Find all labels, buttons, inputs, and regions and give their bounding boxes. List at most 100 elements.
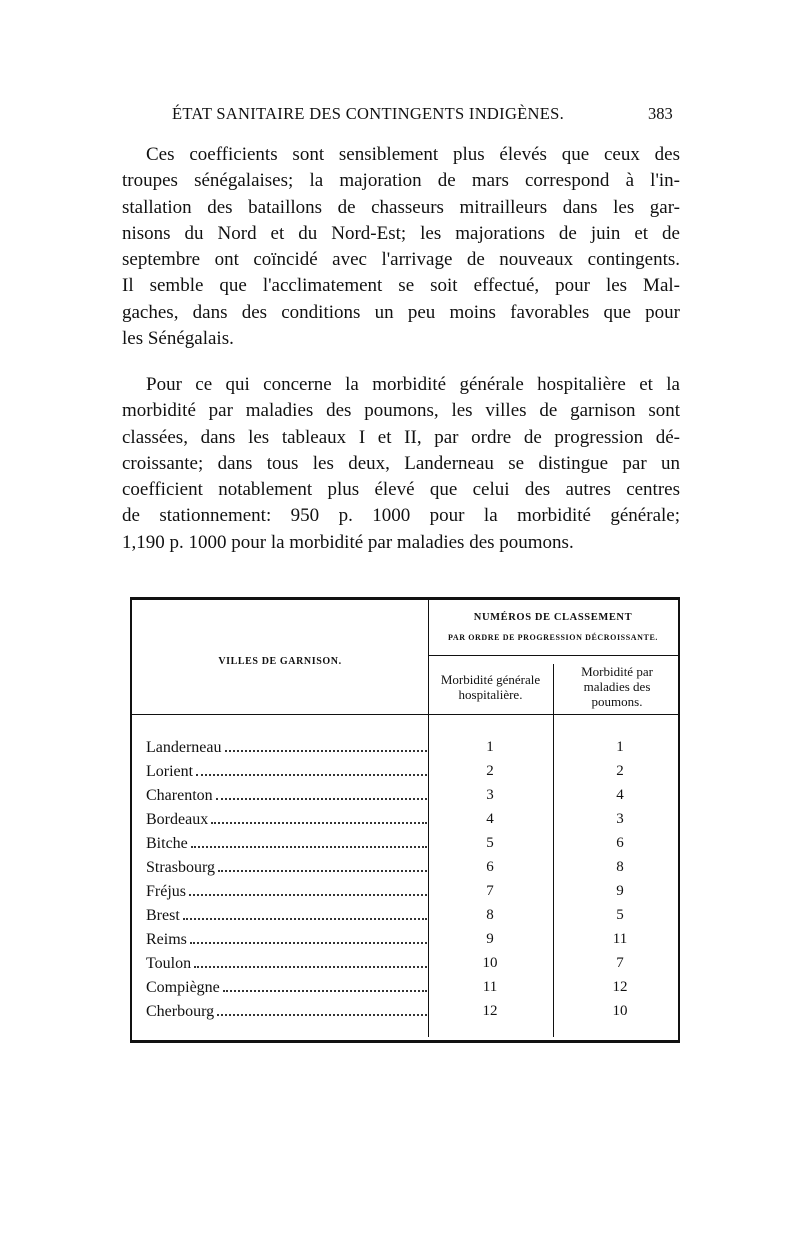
dot-leader — [189, 942, 427, 944]
table-row: Compiègne — [146, 976, 429, 1000]
rank-general: 2 — [486, 763, 494, 779]
rank-general: 6 — [486, 859, 494, 875]
column-header: VILLES DE GARNISON. — [218, 656, 342, 667]
column-header: Morbidité par maladies des poumons. — [581, 664, 653, 709]
place-cell: Bitche — [146, 835, 429, 853]
rank-lungs: 7 — [616, 955, 624, 971]
rank-lungs: 2 — [616, 763, 624, 779]
running-title: ÉTAT SANITAIRE DES CONTINGENTS INDIGÈNES… — [172, 104, 565, 123]
place-name: Reims — [146, 931, 187, 948]
table-row: Reims — [146, 928, 429, 952]
group-subheader: PAR ORDRE DE PROGRESSION DÉCROISSANTE. — [447, 633, 658, 642]
place-cell: Bordeaux — [146, 811, 429, 829]
paragraph: Ces coefficients sont sensiblement plus … — [122, 142, 680, 352]
place-name: Toulon — [146, 955, 192, 972]
dot-leader — [196, 774, 427, 776]
rank-general: 4 — [486, 811, 494, 827]
rank-lungs: 8 — [616, 859, 624, 875]
column-header: Morbidité générale hospitalière. — [440, 672, 541, 702]
rank-general: 8 — [486, 907, 494, 923]
rank-lungs: 10 — [612, 1003, 628, 1019]
text-line: troupes sénégalaises; la majoration de m… — [122, 170, 680, 192]
rank-lungs: 6 — [616, 835, 624, 851]
table-row: Bordeaux — [146, 808, 429, 832]
dot-leader — [194, 966, 427, 968]
rank-general: 7 — [486, 883, 494, 899]
table-row: Charenton — [146, 784, 429, 808]
text-line: nisons du Nord et du Nord-Est; les major… — [122, 222, 680, 244]
place-cell: Strasbourg — [146, 859, 429, 877]
dot-leader — [211, 822, 427, 824]
header-rule — [132, 714, 678, 715]
place-cell: Compiègne — [146, 979, 429, 997]
text-line: Ces coefficients sont sensiblement plus … — [146, 144, 680, 165]
table-row: Landerneau — [146, 736, 429, 760]
table-row: Brest — [146, 904, 429, 928]
page-number: 383 — [648, 104, 673, 123]
column-rule — [553, 664, 554, 1037]
place-name: Cherbourg — [146, 1003, 215, 1020]
place-name: Compiègne — [146, 979, 220, 996]
place-name: Brest — [146, 907, 180, 924]
rank-lungs: 4 — [616, 787, 624, 803]
text-line: croissante; dans tous les deux, Landerne… — [122, 452, 680, 474]
rank-lungs: 5 — [616, 907, 624, 923]
place-cell: Landerneau — [146, 739, 429, 757]
header-rule — [428, 655, 678, 656]
table-row: Cherbourg — [146, 1000, 429, 1024]
text-line: classées, dans les tableaux I et II, par… — [122, 426, 680, 448]
dot-leader — [182, 918, 427, 920]
rank-lungs: 12 — [612, 979, 628, 995]
rank-general: 3 — [486, 787, 494, 803]
place-name: Charenton — [146, 787, 213, 804]
place-name: Landerneau — [146, 739, 222, 756]
table: NUMÉROS DE CLASSEMENT PAR ORDRE DE PROGR… — [130, 597, 680, 1043]
rank-lungs: 11 — [612, 931, 628, 947]
table-row: Toulon — [146, 952, 429, 976]
rank-general: 9 — [486, 931, 494, 947]
text-line: de stationnement: 950 p. 1000 pour la mo… — [122, 505, 680, 527]
rank-lungs: 9 — [616, 883, 624, 899]
table-row: Lorient — [146, 760, 429, 784]
table-row: Fréjus — [146, 880, 429, 904]
dot-leader — [189, 894, 427, 896]
dot-leader — [190, 846, 427, 848]
text-line: gaches, dans des conditions un peu moins… — [122, 301, 680, 323]
place-cell: Fréjus — [146, 883, 429, 901]
rank-general: 10 — [482, 955, 498, 971]
place-name: Fréjus — [146, 883, 186, 900]
column-rule — [428, 600, 429, 1037]
place-name: Bitche — [146, 835, 188, 852]
rank-lungs: 3 — [616, 811, 624, 827]
place-name: Strasbourg — [146, 859, 216, 876]
dot-leader — [217, 1014, 427, 1016]
text-line: 1,190 p. 1000 pour la morbidité par mala… — [122, 531, 574, 553]
rank-general: 11 — [482, 979, 498, 995]
text-line: septembre ont coïncidé avec l'arrivage d… — [122, 249, 680, 271]
table-row: Strasbourg — [146, 856, 429, 880]
dot-leader — [224, 750, 427, 752]
table-row: Bitche — [146, 832, 429, 856]
place-cell: Reims — [146, 931, 429, 949]
place-cell: Toulon — [146, 955, 429, 973]
text-line: Pour ce qui concerne la morbidité généra… — [146, 374, 680, 395]
place-name: Bordeaux — [146, 811, 209, 828]
place-cell: Charenton — [146, 787, 429, 805]
text-line: les Sénégalais. — [122, 328, 234, 350]
group-header: NUMÉROS DE CLASSEMENT — [473, 612, 633, 623]
dot-leader — [218, 870, 427, 872]
paragraph: Pour ce qui concerne la morbidité généra… — [122, 372, 680, 556]
rank-general: 5 — [486, 835, 494, 851]
place-name: Lorient — [146, 763, 194, 780]
rank-general: 12 — [482, 1003, 498, 1019]
text-line: coefficient notablement plus élevé que c… — [122, 479, 680, 501]
text-line: Il semble que l'acclimatement se soit ef… — [122, 275, 680, 297]
dot-leader — [222, 990, 427, 992]
place-cell: Lorient — [146, 763, 429, 781]
text-line: stallation des bataillons de chasseurs m… — [122, 196, 680, 218]
rank-lungs: 1 — [616, 739, 624, 755]
rank-general: 1 — [486, 739, 494, 755]
text-line: morbidité par maladies des poumons, les … — [122, 400, 680, 422]
place-cell: Brest — [146, 907, 429, 925]
